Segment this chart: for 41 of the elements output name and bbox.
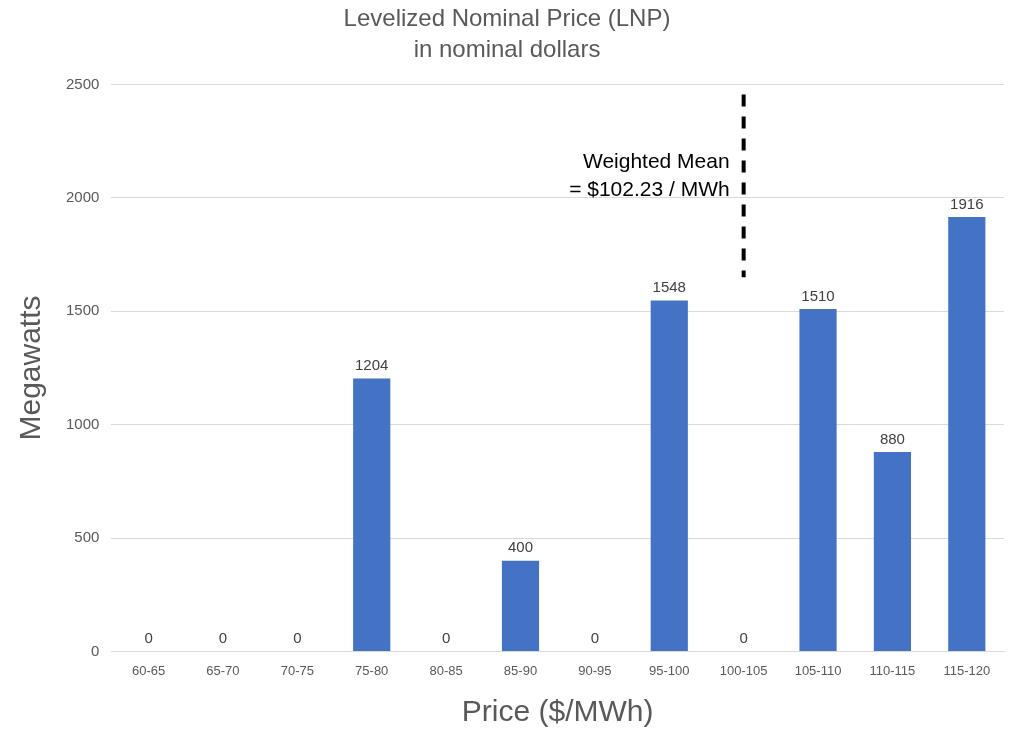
bar <box>353 378 391 651</box>
data-label: 0 <box>293 629 302 647</box>
x-axis-title: Price ($/MWh) <box>461 694 654 728</box>
x-tick-label: 95-100 <box>649 662 690 678</box>
y-tick-label: 2000 <box>65 188 100 206</box>
x-tick-label: 65-70 <box>206 662 240 678</box>
y-tick-label: 1500 <box>65 301 100 319</box>
y-axis-title: Megawatts <box>13 295 47 441</box>
y-tick-label: 500 <box>74 528 100 546</box>
x-tick-label: 85-90 <box>503 662 538 678</box>
data-label: 1916 <box>950 194 984 212</box>
y-tick-label: 0 <box>91 641 100 659</box>
data-label: 400 <box>507 538 534 556</box>
data-label: 1510 <box>801 286 835 304</box>
x-tick-label: 115-120 <box>943 662 991 678</box>
bar <box>948 217 986 651</box>
x-tick-label: 75-80 <box>355 662 389 678</box>
chart-subtitle: in nominal dollars <box>413 34 601 62</box>
x-tick-label: 100-105 <box>719 662 768 678</box>
y-tick-label: 1000 <box>65 414 100 432</box>
chart-title: Levelized Nominal Price (LNP) <box>343 4 671 32</box>
data-label: 0 <box>739 629 748 647</box>
x-tick-label: 60-65 <box>131 662 166 678</box>
data-label: 0 <box>218 629 228 647</box>
bar <box>501 560 540 651</box>
data-label: 0 <box>590 629 600 647</box>
data-label: 1204 <box>355 356 389 374</box>
x-tick-label: 110-115 <box>869 662 916 678</box>
bar <box>650 300 688 651</box>
bar <box>799 309 837 651</box>
data-label: 0 <box>441 629 451 647</box>
x-tick-label: 105-110 <box>794 662 842 678</box>
x-tick-label: 90-95 <box>578 662 612 678</box>
x-tick-label: 80-85 <box>429 662 463 678</box>
bar <box>873 451 912 651</box>
x-tick-label: 70-75 <box>280 662 314 678</box>
data-label: 0 <box>144 629 153 647</box>
data-label: 880 <box>879 429 905 447</box>
data-label: 1548 <box>652 278 686 296</box>
ref-line-label: Weighted Mean = $102.23 / MWh <box>569 149 730 201</box>
y-tick-label: 2500 <box>65 74 100 92</box>
